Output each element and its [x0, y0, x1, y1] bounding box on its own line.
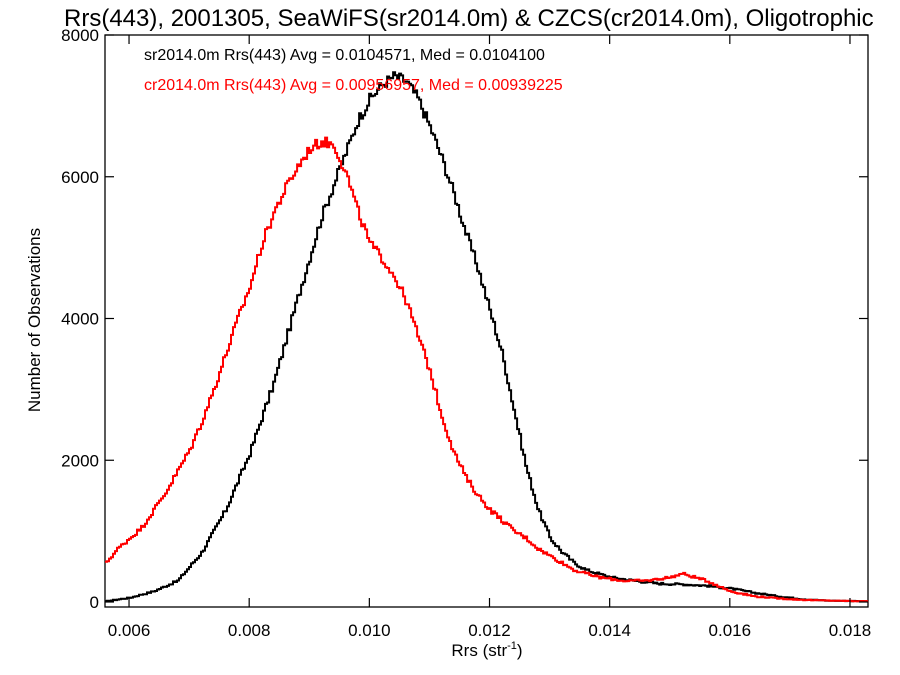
legend: sr2014.0m Rrs(443) Avg = 0.0104571, Med …: [144, 47, 563, 94]
x-axis-ticks: 0.006 0.008 0.010 0.012 0.014 0.016 0.018: [108, 35, 871, 640]
x-tick-label: 0.008: [228, 621, 271, 640]
chart-title: Rrs(443), 2001305, SeaWiFS(sr2014.0m) & …: [64, 5, 874, 32]
y-tick-label: 2000: [61, 451, 99, 470]
x-tick-label: 0.016: [709, 621, 752, 640]
legend-entry-2: cr2014.0m Rrs(443) Avg = 0.00956957, Med…: [144, 77, 563, 94]
x-tick-label: 0.010: [348, 621, 391, 640]
y-axis-ticks: 0 2000 4000 6000 8000: [61, 26, 868, 612]
y-tick-label: 4000: [61, 310, 99, 329]
legend-entry-1: sr2014.0m Rrs(443) Avg = 0.0104571, Med …: [144, 47, 545, 64]
x-tick-label: 0.018: [829, 621, 872, 640]
y-tick-label: 0: [90, 593, 99, 612]
x-tick-label: 0.012: [468, 621, 511, 640]
x-axis-label: Rrs (str-1): [451, 640, 522, 660]
plot-border: [104, 34, 869, 608]
x-tick-label: 0.006: [108, 621, 151, 640]
x-tick-label: 0.014: [588, 621, 631, 640]
series-lines: [105, 71, 869, 603]
series-line-1: [105, 71, 869, 603]
y-tick-label: 6000: [61, 168, 99, 187]
series-line-2: [105, 136, 869, 603]
y-tick-label: 8000: [61, 26, 99, 45]
plot-frame: [104, 34, 869, 608]
y-axis-label: Number of Observations: [25, 228, 44, 412]
x-axis-label-superscript: -1: [507, 640, 517, 652]
